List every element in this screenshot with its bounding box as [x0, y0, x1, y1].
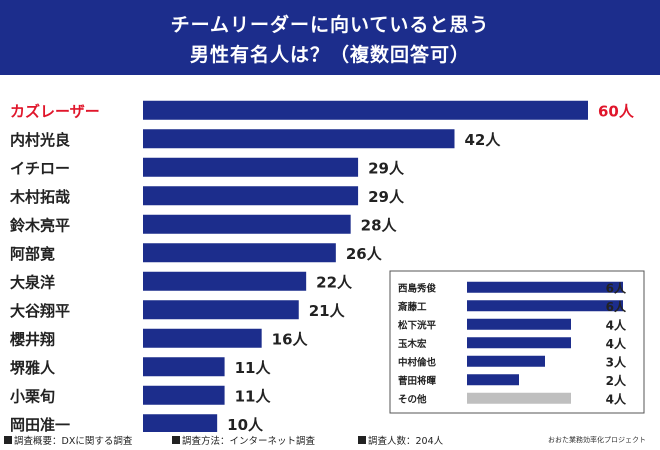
category-label: 鈴木亮平: [10, 216, 70, 234]
category-label: 木村拓哉: [9, 188, 70, 206]
category-label: 内村光良: [10, 131, 70, 149]
bar: [143, 357, 225, 377]
category-label: 櫻井翔: [9, 330, 55, 348]
bar: [143, 100, 588, 120]
category-label: イチロー: [10, 159, 70, 177]
inset-value-label: 4人: [606, 317, 627, 332]
bar: [143, 186, 359, 206]
footer-item-survey-method: 調査方法：インターネット調査: [172, 433, 315, 447]
bar: [143, 328, 262, 348]
value-label: 28人: [361, 216, 398, 234]
inset-category-label: 玉木宏: [398, 338, 427, 350]
bar: [143, 271, 307, 291]
inset-bar: [467, 374, 519, 386]
inset-bar: [467, 318, 571, 330]
footer-item-survey-overview: 調査概要：DXに関する調査: [4, 433, 132, 447]
square-bullet-icon: [172, 436, 180, 444]
footer-text: 調査人数：204人: [368, 436, 444, 447]
inset-category-label: 菅田将暉: [398, 375, 437, 387]
category-label: 岡田准一: [10, 416, 70, 432]
inset-bar: [467, 281, 623, 293]
value-label: 21人: [309, 302, 346, 320]
value-label: 29人: [368, 159, 405, 177]
value-label: 60人: [598, 102, 635, 120]
category-label: 小栗旬: [10, 387, 55, 405]
inset-value-label: 4人: [606, 391, 627, 406]
bar: [143, 243, 336, 263]
title-banner: チームリーダーに向いていると思う 男性有名人は？（複数回答可）: [0, 0, 660, 75]
bar: [143, 129, 455, 149]
value-label: 11人: [235, 359, 272, 377]
inset-value-label: 6人: [606, 280, 627, 295]
bar: [143, 414, 218, 432]
bar: [143, 214, 351, 234]
category-label: 大泉洋: [10, 273, 55, 291]
inset-value-label: 2人: [606, 373, 627, 388]
category-label: カズレーザー: [10, 102, 100, 120]
credit-text: おおた業務効率化プロジェクト: [548, 436, 646, 444]
inset-value-label: 3人: [606, 354, 627, 369]
bar: [143, 157, 359, 177]
inset-category-label: 松下洸平: [398, 319, 437, 331]
value-label: 22人: [316, 273, 353, 291]
inset-value-label: 6人: [606, 299, 627, 314]
category-label: 堺雅人: [10, 359, 56, 377]
value-label: 10人: [227, 416, 264, 432]
bar: [143, 300, 299, 320]
value-label: 11人: [235, 387, 272, 405]
inset-category-label: 斎藤工: [398, 301, 427, 313]
square-bullet-icon: [4, 436, 12, 444]
bar: [143, 385, 225, 405]
category-label: 阿部寛: [10, 245, 55, 263]
value-label: 29人: [368, 188, 405, 206]
footer-text: 調査概要：DXに関する調査: [14, 436, 133, 447]
value-label: 26人: [346, 245, 383, 263]
square-bullet-icon: [358, 436, 366, 444]
footer-text: 調査方法：インターネット調査: [182, 436, 316, 447]
footer-item-respondents: 調査人数：204人: [358, 433, 443, 447]
inset-bar: [467, 337, 571, 349]
inset-category-label: 中村倫也: [398, 356, 437, 368]
category-label: 大谷翔平: [10, 302, 70, 320]
inset-value-label: 4人: [606, 336, 627, 351]
inset-bar: [467, 355, 545, 367]
value-label: 16人: [272, 330, 309, 348]
footer: 調査概要：DXに関する調査 調査方法：インターネット調査 調査人数：204人 お…: [0, 433, 660, 450]
title-line-2: 男性有名人は？（複数回答可）: [189, 44, 470, 66]
title-line-1: チームリーダーに向いていると思う: [170, 14, 490, 36]
inset-category-label: 西島秀俊: [398, 282, 437, 294]
inset-bar: [467, 300, 623, 312]
inset-bar: [467, 392, 571, 404]
inset-category-label: その他: [398, 393, 427, 405]
value-label: 42人: [465, 131, 502, 149]
